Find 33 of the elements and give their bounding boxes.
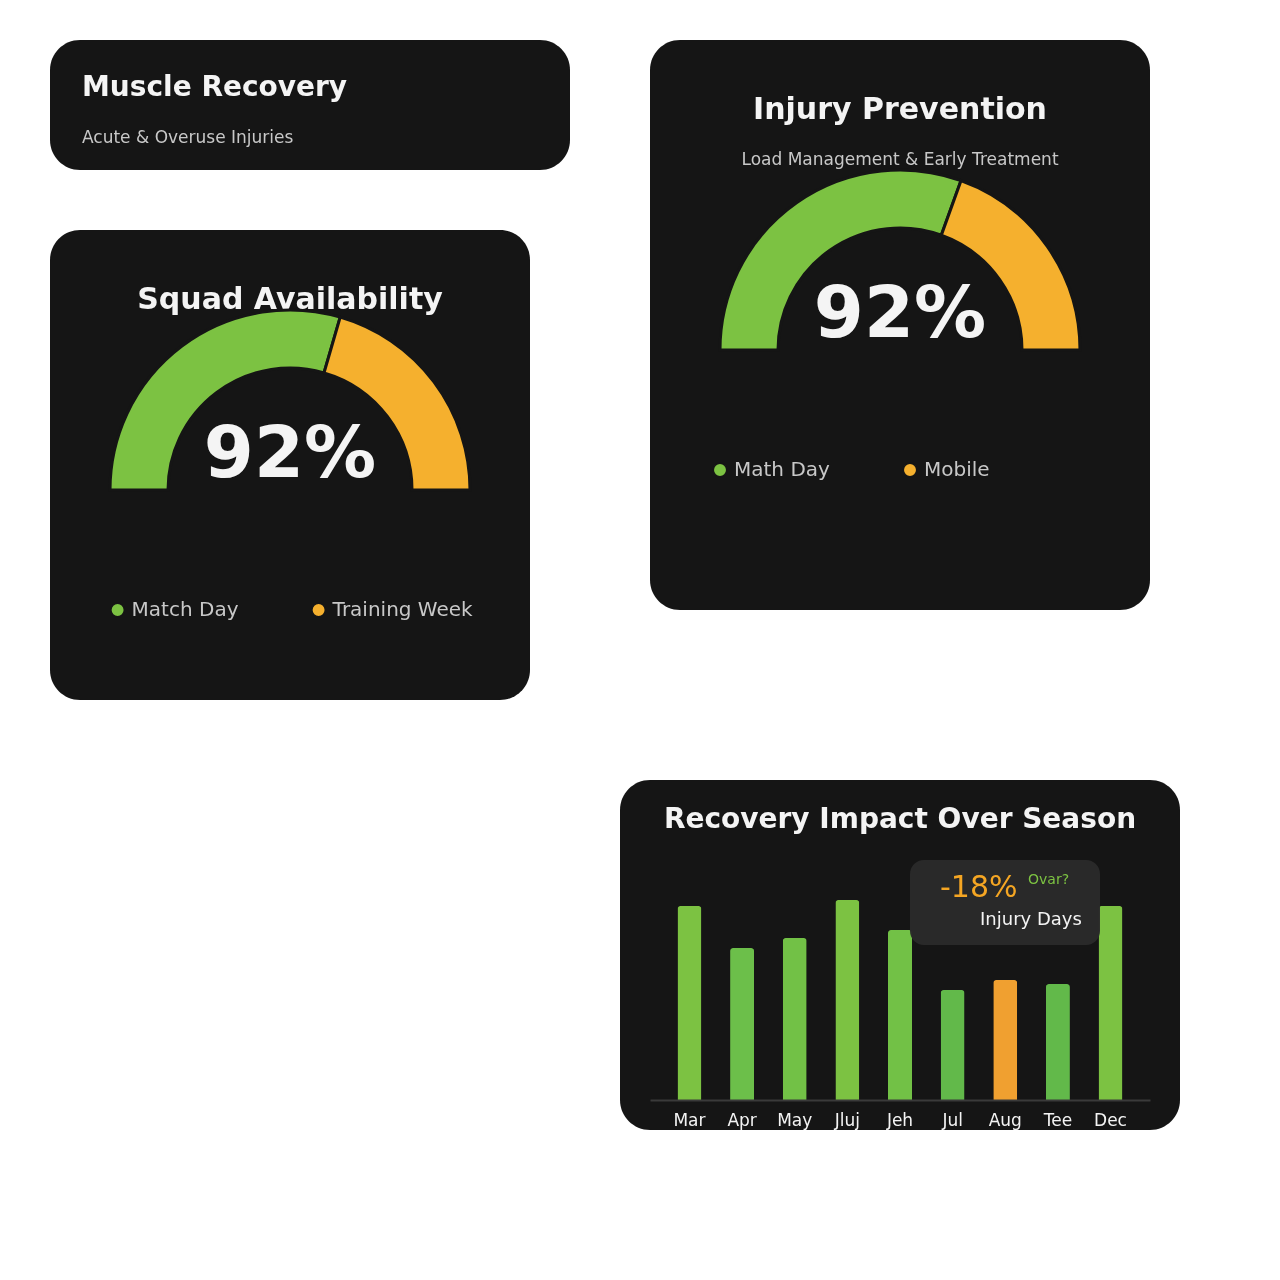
legend-label: Training Week (331, 597, 474, 621)
bar (782, 938, 807, 1100)
x-tick-label: Jul (941, 1109, 963, 1130)
x-tick-label: Mar (673, 1109, 706, 1130)
bar (1045, 984, 1070, 1100)
bar (888, 930, 912, 1100)
legend-label: Math Day (734, 457, 831, 481)
chart-subtitle: Load Management & Early Treatment (741, 149, 1059, 169)
x-tick-label: Apr (727, 1109, 757, 1130)
text: Acute & Overuse Injuries (82, 127, 294, 147)
text: 92% (813, 270, 987, 354)
bar (835, 900, 860, 1100)
x-tick-label: Jluj (833, 1109, 860, 1130)
bar (1098, 906, 1123, 1100)
bar (730, 948, 755, 1100)
x-tick-label: Aug (988, 1109, 1022, 1130)
bar (993, 980, 1018, 1100)
x-tick-label: Dec (1094, 1109, 1127, 1130)
legend-label: Match Day (131, 597, 239, 621)
x-tick-label: Jeh (885, 1109, 914, 1130)
annotation: Injury Days (980, 908, 1082, 929)
annotation: -18% (940, 869, 1018, 904)
text: Ovar? (1028, 871, 1070, 887)
chart-title: Squad Availability (137, 281, 444, 316)
chart-title: Recovery Impact Over Season (663, 802, 1137, 835)
chart-title: Injury Prevention (753, 91, 1047, 126)
x-tick-label: May (777, 1109, 813, 1130)
bar (677, 906, 702, 1100)
text: 92% (203, 410, 377, 494)
legend-label: Mobile (924, 457, 990, 481)
x-tick-label: Tee (1042, 1109, 1073, 1130)
bar (940, 990, 965, 1100)
text: Muscle Recovery (82, 70, 348, 103)
